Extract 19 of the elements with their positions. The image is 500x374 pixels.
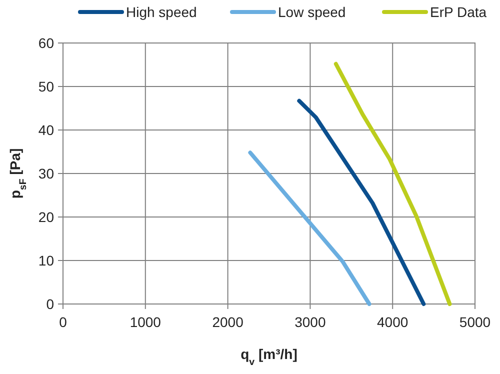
- x-tick-label: 1000: [130, 314, 162, 330]
- x-tick-label: 0: [59, 314, 68, 330]
- y-tick-label: 20: [38, 209, 54, 225]
- legend-label: High speed: [126, 4, 197, 20]
- legend-label: Low speed: [278, 4, 346, 20]
- x-tick-label: 2000: [212, 314, 244, 330]
- y-tick-label: 60: [38, 35, 54, 51]
- legend-label: ErP Data: [430, 4, 487, 20]
- line-series: [297, 98, 426, 306]
- x-tick-label: 3000: [294, 314, 326, 330]
- y-tick-label: 10: [38, 252, 54, 268]
- x-axis-title: q$_{v}$ [m³/h]: [240, 346, 298, 368]
- x-tick-label: 4000: [377, 314, 408, 330]
- line-series: [334, 62, 452, 306]
- y-tick-label: 40: [38, 122, 54, 138]
- x-tick-label: 5000: [459, 314, 491, 330]
- y-tick-label: 50: [38, 78, 54, 94]
- y-tick-label: 30: [38, 166, 54, 182]
- y-tick-label: 0: [46, 296, 54, 312]
